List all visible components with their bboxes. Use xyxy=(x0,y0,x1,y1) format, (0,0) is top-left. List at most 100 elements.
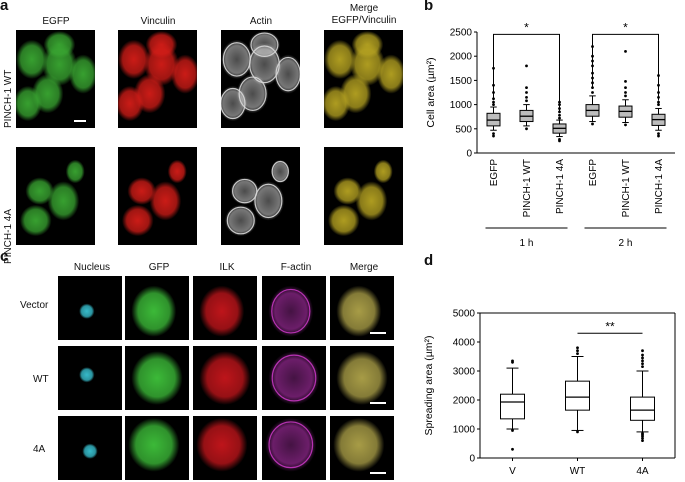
outlier xyxy=(558,113,561,117)
y-tick-label: 500 xyxy=(455,124,472,135)
outlier xyxy=(576,352,579,355)
y-tick-label: 2500 xyxy=(450,28,473,39)
y-tick-label: 4000 xyxy=(453,338,476,349)
y-axis-label: Spreading area (µm²) xyxy=(423,335,435,435)
group-label: 1 h xyxy=(520,238,534,249)
outlier xyxy=(511,447,514,451)
panel-c-row2-img-4 xyxy=(330,416,394,480)
outlier xyxy=(641,436,644,440)
significance-label: * xyxy=(623,20,628,34)
outlier xyxy=(492,132,495,136)
panel-c-row0-img-2 xyxy=(193,276,257,340)
panel-b-letter: b xyxy=(424,0,434,14)
y-tick-label: 2000 xyxy=(450,52,473,63)
y-tick-label: 1500 xyxy=(450,76,473,87)
outlier xyxy=(525,99,528,103)
panel-c-row0-img-3 xyxy=(262,276,326,340)
panel-a-4a-img-0 xyxy=(16,147,95,245)
box-4 xyxy=(618,49,633,127)
significance-label: * xyxy=(524,20,529,34)
y-tick-label: 0 xyxy=(469,454,475,465)
panel-c-col-factin: F-actin xyxy=(280,262,312,273)
panel-b-boxplot: 0 500 1000 1500 2000 2500 * * Cell area (µm²) EGF… xyxy=(425,20,675,249)
x-tick-label: PINCH-1 4A xyxy=(654,159,665,214)
panel-a-col-actin: Actin xyxy=(249,16,273,27)
panel-c-row1-img-2 xyxy=(193,346,257,410)
x-tick-label: WT xyxy=(570,466,586,477)
panel-a-4a-img-1 xyxy=(118,147,197,245)
box-0 xyxy=(500,359,525,451)
panel-a-letter: a xyxy=(0,0,9,14)
outlier xyxy=(641,353,644,357)
outlier xyxy=(657,132,660,136)
panel-c-col-nucleus: Nucleus xyxy=(73,262,111,273)
outlier xyxy=(624,94,627,98)
panel-a-col-merge: Merge EGFP/Vinculin xyxy=(324,3,404,27)
outlier xyxy=(511,359,514,363)
x-tick-label: PINCH-1 WT xyxy=(621,159,632,217)
outlier xyxy=(492,134,495,138)
outlier xyxy=(492,103,495,106)
x-tick-label: 4A xyxy=(636,466,649,477)
panel-c-col-ilk: ILK xyxy=(219,262,235,273)
outlier xyxy=(624,79,627,83)
panel-c-row2-img-0 xyxy=(58,416,122,480)
significance-label: ** xyxy=(605,319,615,333)
panel-c-letter: c xyxy=(0,248,9,265)
panel-a-col-vinculin: Vinculin xyxy=(140,16,176,27)
panel-c-col-merge: Merge xyxy=(349,262,379,273)
panel-a-wt-img-0 xyxy=(16,30,95,128)
panel-d-letter: d xyxy=(424,252,434,269)
box-1 xyxy=(565,346,590,434)
outlier xyxy=(624,91,627,94)
panel-a-row-wt: PINCH-1 WT xyxy=(3,69,14,128)
outlier xyxy=(511,429,514,432)
outlier xyxy=(525,127,528,131)
scale-bar xyxy=(370,332,386,334)
x-tick-label: PINCH-1 4A xyxy=(555,159,566,214)
panel-c-row1-img-4 xyxy=(330,346,394,410)
panel-a-wt-img-2 xyxy=(221,30,300,128)
y-tick-label: 0 xyxy=(466,149,472,160)
y-tick-label: 3000 xyxy=(453,367,476,378)
y-tick-label: 1000 xyxy=(450,100,473,111)
significance-bracket: ** xyxy=(577,319,643,334)
outlier xyxy=(591,122,594,126)
box-iqr xyxy=(565,380,590,411)
outlier xyxy=(576,346,579,350)
panel-a-merge-line1: Merge xyxy=(349,3,379,14)
box-2 xyxy=(630,349,655,442)
outlier xyxy=(624,49,627,53)
x-tick-label: EGFP xyxy=(489,159,500,187)
outlier xyxy=(558,116,561,120)
outlier xyxy=(525,91,528,94)
panel-c-row2-img-3 xyxy=(262,416,326,480)
panel-c-row-wt: WT xyxy=(33,374,49,385)
panel-c-row2-img-1 xyxy=(125,416,189,480)
outlier xyxy=(525,95,528,99)
panel-c-row1-img-1 xyxy=(125,346,189,410)
panel-a-merge-line2: EGFP/Vinculin xyxy=(331,15,397,26)
panel-a-wt-img-3 xyxy=(324,30,403,128)
significance-bracket: * xyxy=(493,20,560,113)
outlier xyxy=(591,91,594,94)
scale-bar xyxy=(370,402,386,404)
outlier xyxy=(624,123,627,127)
outlier xyxy=(641,356,644,360)
y-tick-label: 2000 xyxy=(453,396,476,407)
panel-a-col-egfp: EGFP xyxy=(42,16,70,27)
significance-bracket: * xyxy=(592,20,659,101)
panel-c-row2-img-2 xyxy=(193,416,257,480)
x-tick-label: PINCH-1 WT xyxy=(522,159,533,217)
scale-bar xyxy=(370,472,386,474)
panel-a-wt-img-1 xyxy=(118,30,197,128)
outlier xyxy=(641,365,644,369)
panel-c-col-gfp: GFP xyxy=(148,262,170,273)
panel-c-row0-img-1 xyxy=(125,276,189,340)
outlier xyxy=(657,100,660,104)
box-2 xyxy=(552,100,567,143)
y-axis-label: Cell area (µm²) xyxy=(425,57,437,127)
outlier xyxy=(641,434,644,438)
outlier xyxy=(576,349,579,353)
box-iqr xyxy=(630,396,655,421)
